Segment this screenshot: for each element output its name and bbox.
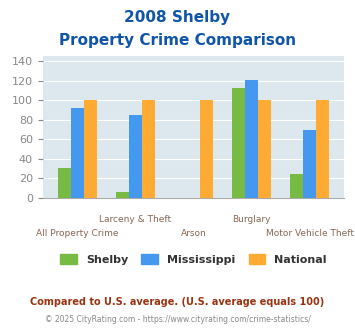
Text: Larceny & Theft: Larceny & Theft (99, 215, 171, 224)
Text: Burglary: Burglary (232, 215, 271, 224)
Bar (71, 108, 84, 198)
Bar (316, 100, 329, 198)
Legend: Shelby, Mississippi, National: Shelby, Mississippi, National (56, 249, 331, 269)
Bar (84, 100, 97, 198)
Text: All Property Crime: All Property Crime (36, 229, 119, 238)
Bar (258, 100, 271, 198)
Text: Compared to U.S. average. (U.S. average equals 100): Compared to U.S. average. (U.S. average … (31, 297, 324, 307)
Text: Property Crime Comparison: Property Crime Comparison (59, 33, 296, 48)
Text: Arson: Arson (181, 229, 206, 238)
Bar (116, 192, 129, 198)
Text: Motor Vehicle Theft: Motor Vehicle Theft (266, 229, 354, 238)
Bar (245, 80, 258, 198)
Bar (200, 100, 213, 198)
Bar (290, 174, 303, 198)
Text: © 2025 CityRating.com - https://www.cityrating.com/crime-statistics/: © 2025 CityRating.com - https://www.city… (45, 315, 310, 324)
Bar (58, 168, 71, 198)
Text: 2008 Shelby: 2008 Shelby (125, 10, 230, 25)
Bar (303, 130, 316, 198)
Bar (129, 115, 142, 198)
Bar (142, 100, 154, 198)
Bar (233, 88, 245, 198)
